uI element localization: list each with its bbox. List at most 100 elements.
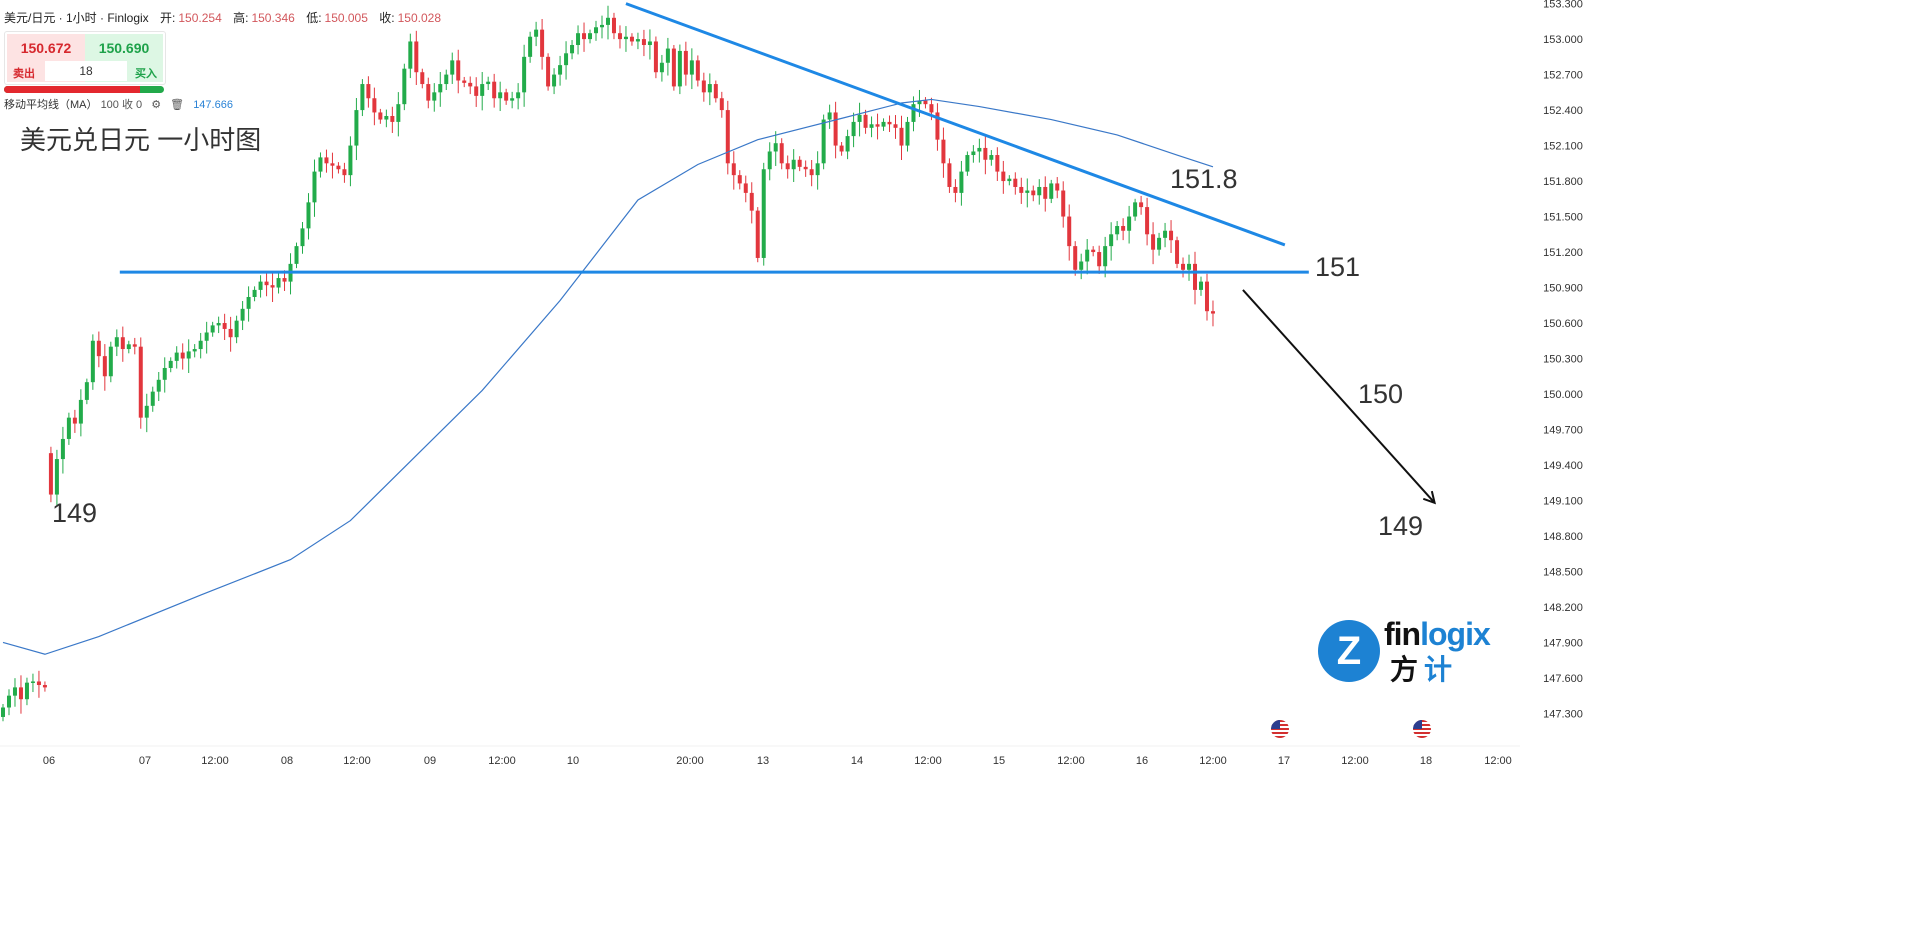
candle-body (815, 163, 820, 176)
candle (510, 91, 515, 109)
candle (791, 149, 796, 183)
price-tick-label: 148.200 (1543, 602, 1583, 614)
candle (1199, 276, 1203, 296)
candle (1169, 220, 1174, 253)
candle (540, 18, 545, 70)
candle-body (965, 155, 970, 172)
candle (1103, 236, 1108, 278)
candle-body (390, 115, 395, 122)
candle (216, 316, 221, 334)
price-tick-label: 150.000 (1543, 389, 1583, 401)
candle-body (312, 171, 317, 203)
candle (204, 321, 209, 354)
candle (1097, 245, 1102, 274)
candle-body (120, 337, 125, 350)
candle-body (1079, 261, 1084, 270)
candle (725, 100, 730, 175)
candle (683, 41, 688, 86)
candle-body (570, 45, 575, 54)
price-axis[interactable]: 153.300 153.000 152.700 152.400 152.100 151.8… (1522, 0, 1606, 770)
candle-body (689, 60, 694, 75)
candle-body (576, 33, 581, 46)
candle-body (1187, 263, 1192, 270)
candle-body (180, 352, 185, 359)
sentiment-bar (4, 86, 164, 93)
candle (1019, 177, 1024, 204)
candle-body (761, 169, 766, 258)
candle-body (228, 328, 233, 338)
forecast-arrow[interactable] (1242, 289, 1436, 504)
candle (240, 301, 245, 331)
candle (288, 253, 293, 295)
gear-icon[interactable]: ⚙ (151, 99, 162, 111)
candle (797, 156, 802, 172)
us-flag-icon[interactable] (1271, 720, 1289, 738)
candle (330, 152, 335, 179)
time-axis[interactable]: 06 07 12:00 08 12:00 09 12:00 10 20:00 13 14 12:00 1… (0, 745, 1520, 767)
time-tick-label: 06 (43, 755, 55, 767)
candle (941, 127, 946, 178)
candle-body (426, 84, 431, 101)
candle-body (671, 48, 676, 87)
candle (96, 331, 101, 368)
descending-trendline[interactable] (625, 2, 1286, 247)
candle (300, 221, 305, 254)
trash-icon[interactable]: 🗑 (170, 99, 185, 111)
candle (1091, 246, 1096, 257)
price-tick-label: 152.700 (1543, 70, 1583, 82)
time-tick-label: 10 (567, 755, 579, 767)
candle-body (1007, 178, 1012, 182)
candle-body (414, 41, 419, 73)
price-tick-label: 147.900 (1543, 637, 1583, 649)
candle-body (60, 438, 65, 460)
candle (1133, 198, 1138, 221)
candle-body (96, 340, 101, 357)
candle-body (138, 346, 143, 418)
candle (953, 179, 958, 203)
sell-label[interactable]: 卖出 (13, 68, 35, 80)
high-value: 150.346 (251, 11, 295, 25)
candle (348, 136, 353, 187)
candle-body (677, 50, 682, 87)
candle (719, 91, 724, 118)
candle (1079, 253, 1084, 280)
trade-widget: 150.672 150.690 卖出 买入 18 (4, 31, 166, 85)
candle-body (707, 84, 712, 93)
arrow-head-icon (1422, 490, 1437, 505)
candle-body (1073, 246, 1078, 270)
candle-body (216, 323, 221, 326)
candle (701, 72, 706, 102)
time-tick-label: 12:00 (1484, 755, 1512, 767)
candle (120, 326, 125, 362)
candle-body (456, 60, 461, 81)
candle (827, 104, 832, 129)
candle-body (1157, 237, 1162, 250)
price-tick-label: 148.800 (1543, 531, 1583, 543)
candle-body (222, 323, 227, 329)
candle (1145, 197, 1150, 246)
candle (318, 152, 323, 178)
candle-body (516, 92, 521, 99)
quantity-input[interactable]: 18 (45, 61, 127, 81)
candle-body (54, 459, 59, 495)
candle (108, 341, 113, 383)
candle (312, 159, 317, 217)
candle-body (444, 74, 449, 85)
candle-body (1127, 216, 1132, 231)
candle (1187, 254, 1192, 281)
time-tick-label: 18 (1420, 755, 1432, 767)
candle (366, 76, 371, 108)
candle (522, 44, 527, 107)
us-flag-icon[interactable] (1413, 720, 1431, 738)
candle-body (252, 289, 257, 297)
candle (492, 73, 497, 108)
candle-body (1037, 186, 1042, 196)
candle-body (12, 687, 17, 696)
buy-label[interactable]: 买入 (135, 68, 157, 80)
candle (432, 83, 437, 112)
candle (845, 129, 850, 160)
candle (42, 681, 47, 692)
price-tick-label: 152.100 (1543, 141, 1583, 153)
logo-text-logix: logix (1420, 616, 1491, 652)
